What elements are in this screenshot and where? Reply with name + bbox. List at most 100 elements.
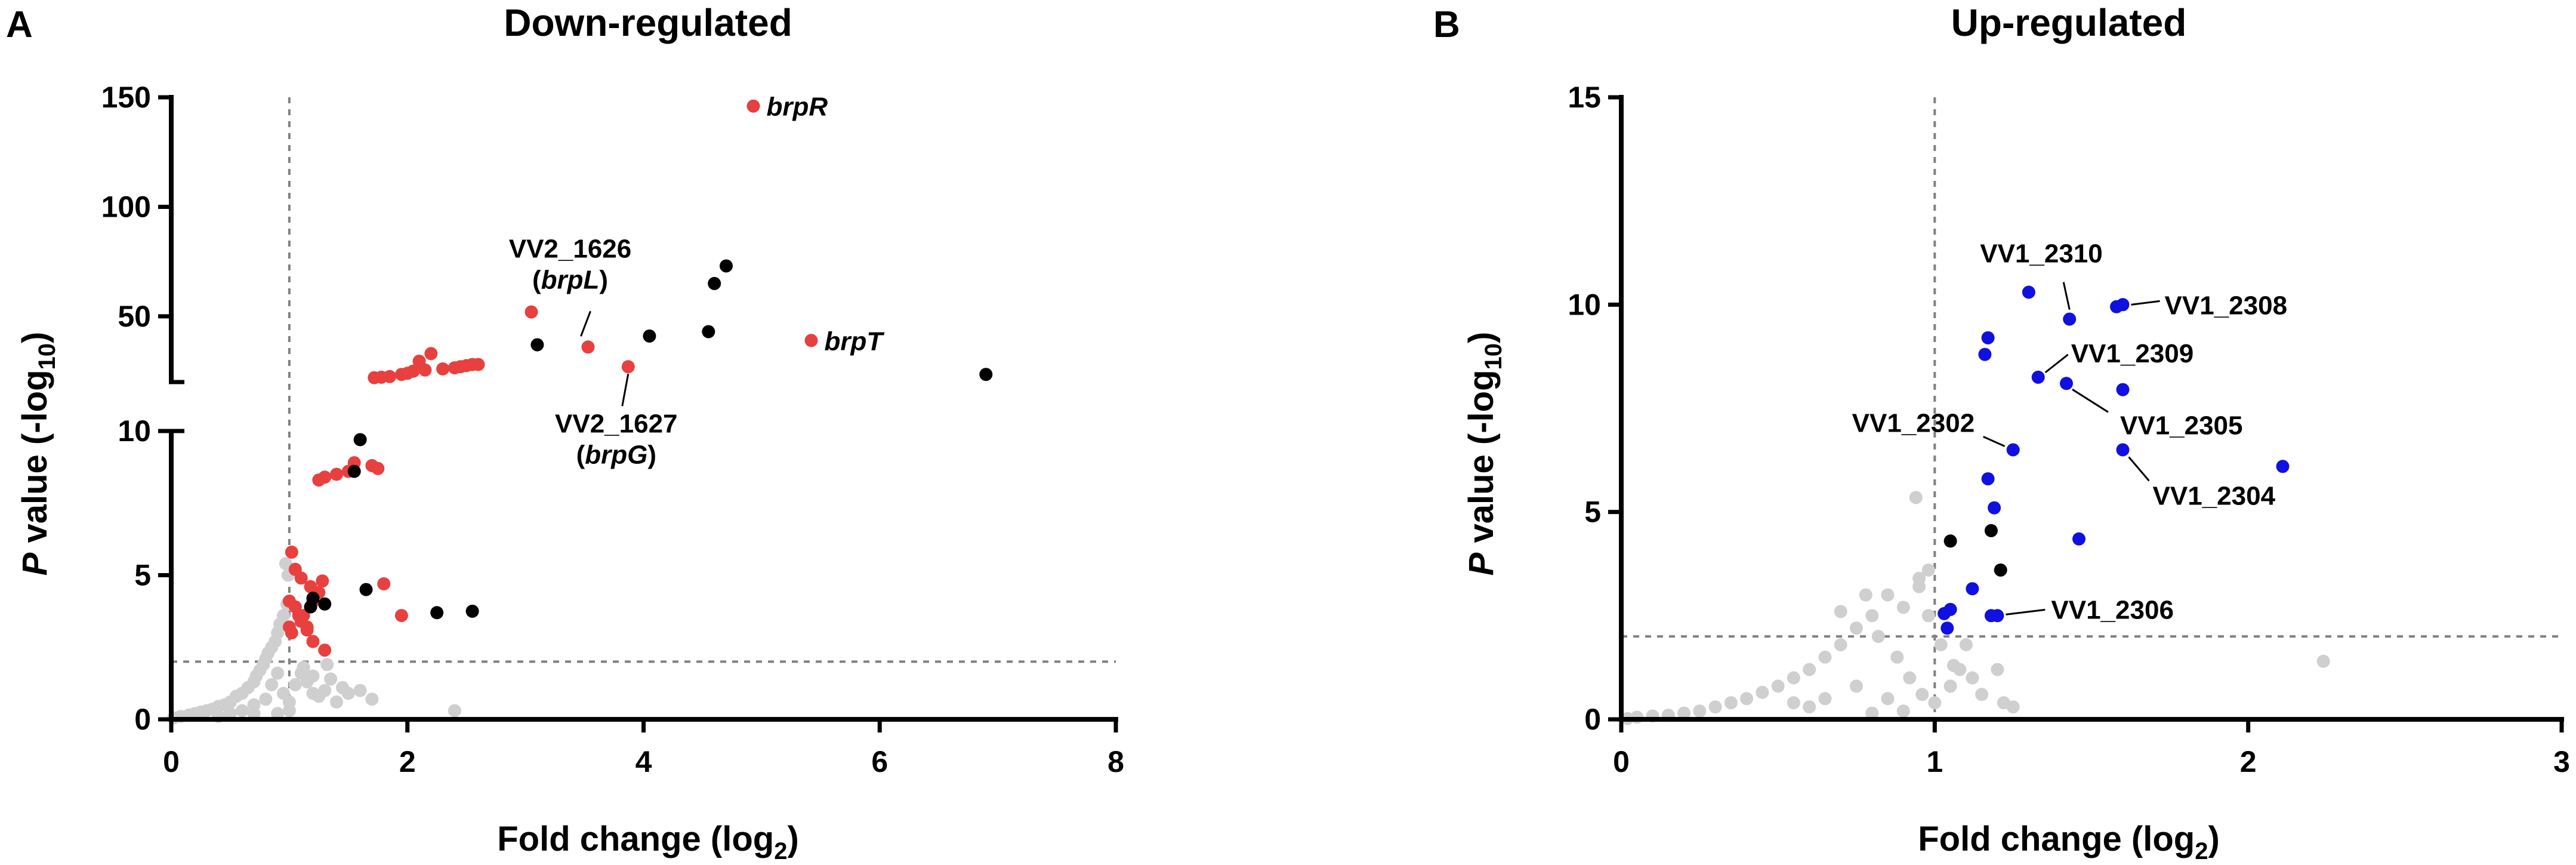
panel-b-point-not_significant xyxy=(1865,609,1879,623)
panel-a-label-vv2-1627: VV2_1627 xyxy=(555,409,678,438)
panel-a-point-not_significant xyxy=(288,678,302,691)
panel-b-point-not_significant xyxy=(1708,700,1722,714)
panel-b-point-not_significant xyxy=(1834,605,1847,618)
panel-b-x-tick-label: 0 xyxy=(1613,745,1630,778)
panel-b-y-axis-title-sub: 10 xyxy=(1480,343,1507,370)
panel-b-point-not_significant xyxy=(1909,491,1923,504)
panel-b-label-vv1-2309: VV1_2309 xyxy=(2071,339,2194,368)
panel-a-point-not_significant xyxy=(271,707,285,721)
panel-a-y-tick-label: 50 xyxy=(118,300,151,333)
panel-b-point-not_significant xyxy=(1966,671,1979,685)
panel-b-label-vv1-2309-leader xyxy=(2044,353,2069,374)
panel-a-point-significant xyxy=(530,338,544,352)
panel-a-point-not_significant xyxy=(320,658,334,672)
panel-b-point-not_significant xyxy=(1890,650,1904,664)
panel-a-label-vv2-1626: VV2_1626 xyxy=(509,234,632,263)
panel-a-point-highlighted xyxy=(394,609,408,623)
panel-a-point-highlighted xyxy=(412,355,426,368)
panel-b-point-not_significant xyxy=(1803,700,1816,714)
panel-b-label-vv1-2310-leader xyxy=(2062,282,2071,310)
panel-b-point-not_significant xyxy=(1834,638,1847,651)
panel-b-point-not_significant xyxy=(1975,688,1989,701)
panel-b-y-axis-title-end: ) xyxy=(1462,332,1501,343)
panel-b-point-significant xyxy=(1994,563,2007,577)
panel-a-tick-labels: 0 2 4 6 8 0 5 10 50 100 150 xyxy=(101,81,1124,778)
panel-a-point-highlighted xyxy=(371,461,385,475)
panel-b-point-not_significant xyxy=(1787,696,1800,710)
panel-a-label-brpL-open: ( xyxy=(532,265,541,294)
panel-b-y-tick-label: 5 xyxy=(1584,495,1601,529)
panel-b-point-not_significant xyxy=(1903,671,1917,685)
panel-b-axes xyxy=(1608,95,2564,732)
panel-b-point-not_significant xyxy=(1818,692,1832,706)
panel-a-point-highlighted xyxy=(285,545,298,559)
panel-a-axes xyxy=(158,95,1118,732)
panel-a-point-not_significant xyxy=(365,692,379,706)
panel-b-point-significant xyxy=(1943,534,1957,548)
panel-b-point-not_significant xyxy=(1928,696,1942,710)
panel-b-point-highlighted xyxy=(1988,501,2001,515)
panel-b-annotations: VV1_2310 VV1_2308 VV1_2309 VV1_2305 VV1_2302… xyxy=(1852,239,2287,625)
panel-a-point-significant xyxy=(979,368,993,381)
panel-a-point-not_significant xyxy=(247,707,261,721)
panel-a-point-not_significant xyxy=(324,672,338,686)
panel-a-point-highlighted xyxy=(297,609,310,623)
panel-a-point-labeled xyxy=(746,99,760,113)
panel-b-point-highlighted xyxy=(2116,443,2130,457)
panel-b-point-not_significant xyxy=(1850,679,1863,693)
panel-b-point-not_significant xyxy=(1865,706,1879,720)
panel-b-point-highlighted xyxy=(1991,609,2004,623)
panel-a-title: Down-regulated xyxy=(504,1,792,44)
panel-a-x-axis-title-main: Fold change (log xyxy=(497,820,774,858)
panel-b-point-not_significant xyxy=(1771,679,1785,693)
panel-a-letter: A xyxy=(6,4,33,45)
panel-a-label-brpL-close: ) xyxy=(599,265,608,294)
panel-b-point-not_significant xyxy=(1871,630,1885,644)
panel-a-y-axis-title-p: P xyxy=(16,552,54,575)
panel-b-point-not_significant xyxy=(1693,704,1707,718)
panel-b-point-not_significant xyxy=(1912,571,1926,585)
panel-b-point-not_significant xyxy=(1677,706,1691,720)
panel-a-point-highlighted xyxy=(285,626,298,640)
panel-b-point-highlighted xyxy=(2072,532,2086,546)
panel-a-y-tick-label: 150 xyxy=(101,81,151,114)
panel-b-point-not_significant xyxy=(1724,696,1738,710)
panel-a-point-not_significant xyxy=(279,557,292,571)
panel-b-y-axis-title-main: value (-log xyxy=(1462,370,1501,552)
panel-a-x-axis-title-sub: 2 xyxy=(774,838,787,864)
panel-b-label-vv1-2308-leader xyxy=(2131,300,2160,306)
panel-a-y-tick-label: 0 xyxy=(134,703,151,736)
panel-a-x-tick-label: 6 xyxy=(871,745,888,778)
panel-a-x-tick-label: 0 xyxy=(163,745,180,778)
panel-a-point-not_significant xyxy=(330,695,343,709)
panel-a-x-axis-title: Fold change (log2) xyxy=(497,820,799,864)
panel-b-x-tick-label: 2 xyxy=(2240,745,2257,778)
panel-b-tick-labels: 0 1 2 3 0 5 10 15 xyxy=(1568,81,2570,778)
panel-a-y-tick-label: 10 xyxy=(118,414,151,448)
panel-a-point-significant xyxy=(347,464,361,478)
panel-a-point-not_significant xyxy=(306,669,320,683)
panel-b-point-highlighted xyxy=(2116,383,2130,396)
panel-b-point-highlighted xyxy=(2276,460,2290,473)
panel-b-point-not_significant xyxy=(1850,621,1863,635)
panel-b-point-not_significant xyxy=(1818,650,1832,664)
panel-a-point-highlighted xyxy=(436,362,450,375)
panel-b-point-highlighted xyxy=(1981,472,1995,486)
panel-a-point-significant xyxy=(708,276,721,290)
panel-b-letter: B xyxy=(1433,4,1460,45)
panel-b-point-not_significant xyxy=(1921,563,1935,577)
panel-a-y-axis-title-main: value (-log xyxy=(16,370,54,552)
panel-b-x-axis-title-end: ) xyxy=(2208,820,2219,858)
panel-b-point-not_significant xyxy=(1859,588,1872,602)
panel-a-label-brpL: (brpL) xyxy=(532,265,608,294)
panel-b-point-highlighted xyxy=(2006,443,2020,457)
panel-a-point-highlighted xyxy=(306,635,320,648)
panel-b-point-highlighted xyxy=(1941,621,1954,635)
panel-b-point-highlighted xyxy=(1981,331,1995,344)
panel-a-point-not_significant xyxy=(297,661,310,675)
panel-b-label-vv1-2302-leader xyxy=(1983,436,2006,447)
panel-a-x-axis-title-end: ) xyxy=(787,820,798,858)
panel-a-point-highlighted xyxy=(424,347,438,361)
panel-a-point-highlighted xyxy=(318,470,332,484)
